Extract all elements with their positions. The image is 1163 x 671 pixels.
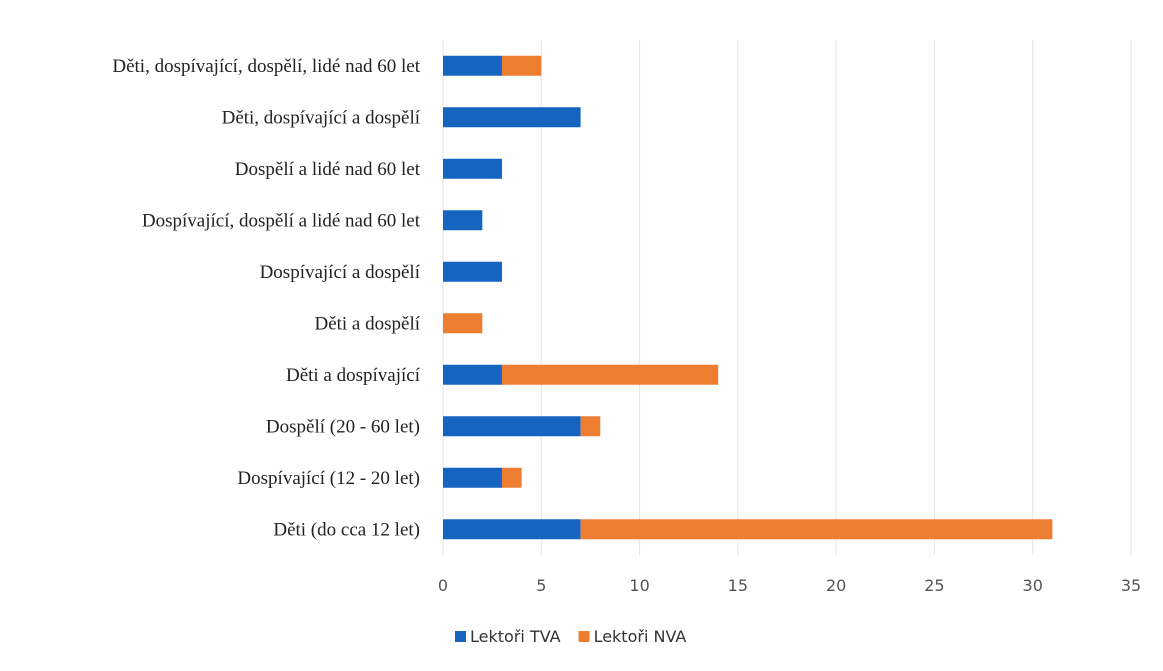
legend-label: Lektoři NVA [594, 627, 687, 646]
bar [443, 210, 483, 231]
x-tick-label: 15 [728, 576, 748, 595]
legend-label: Lektoři TVA [470, 627, 561, 646]
x-tick-label: 0 [438, 576, 448, 595]
y-tick-label: Děti (do cca 12 let) [273, 519, 420, 540]
bar [443, 519, 581, 540]
y-tick-label: Dospívající a dospělí [260, 262, 421, 283]
bar [443, 364, 502, 385]
bar [443, 55, 502, 76]
bar [443, 313, 483, 334]
y-tick-label: Děti a dospívající [286, 365, 421, 386]
bar [580, 416, 601, 437]
x-tick-label: 5 [536, 576, 546, 595]
bar [501, 467, 522, 488]
bar [443, 158, 502, 179]
bar [443, 107, 581, 128]
legend-swatch [455, 631, 466, 642]
y-tick-label: Děti, dospívající, dospělí, lidé nad 60 … [112, 56, 420, 77]
x-tick-label: 20 [826, 576, 846, 595]
y-tick-label: Děti, dospívající a dospělí [222, 107, 421, 128]
legend-swatch [578, 631, 590, 642]
y-tick-label: Dospělí (20 - 60 let) [266, 416, 420, 437]
y-tick-label: Dospělí a lidé nad 60 let [235, 159, 421, 180]
y-tick-label: Dospívající (12 - 20 let) [237, 468, 420, 489]
x-tick-label: 25 [924, 576, 944, 595]
bar [443, 261, 502, 282]
bar [443, 467, 502, 488]
bar [501, 364, 719, 385]
bar [501, 55, 542, 76]
x-tick-label: 35 [1121, 576, 1141, 595]
bar [580, 519, 1053, 540]
x-tick-label: 10 [629, 576, 649, 595]
bar [443, 416, 581, 437]
y-tick-label: Děti a dospělí [314, 313, 420, 334]
x-tick-label: 30 [1023, 576, 1043, 595]
y-tick-label: Dospívající, dospělí a lidé nad 60 let [142, 210, 421, 231]
